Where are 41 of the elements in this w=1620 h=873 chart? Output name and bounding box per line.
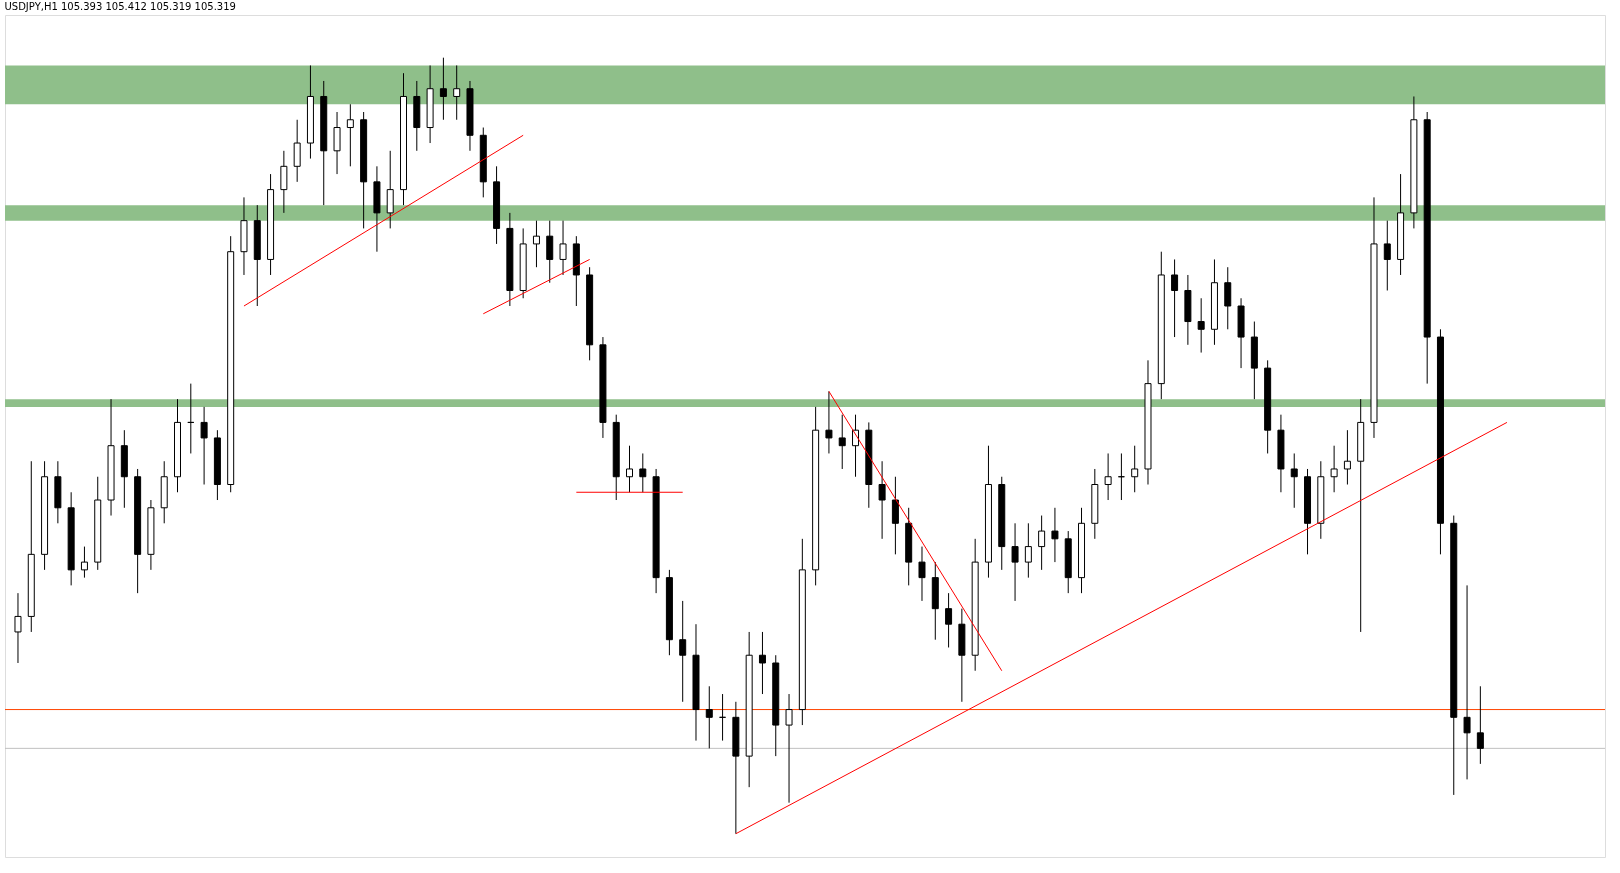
candlestick	[838, 414, 846, 470]
candlestick	[559, 220, 567, 276]
candlestick	[14, 592, 22, 664]
candlestick	[293, 119, 301, 183]
candlestick	[1011, 522, 1019, 602]
candlestick	[878, 460, 886, 540]
candlestick	[80, 546, 88, 579]
candlestick	[1383, 220, 1391, 291]
candlestick	[1224, 266, 1232, 330]
candlestick	[825, 390, 833, 454]
candlestick	[1463, 584, 1471, 780]
candlestick	[626, 445, 634, 493]
candlestick	[945, 592, 953, 648]
candlestick	[386, 150, 394, 229]
candlestick	[1024, 522, 1032, 579]
candlestick	[439, 57, 447, 121]
candlestick	[1038, 515, 1046, 571]
candlestick	[1197, 297, 1205, 354]
candlestick	[639, 452, 647, 493]
candlestick	[1343, 429, 1351, 485]
candlestick	[453, 64, 461, 121]
candlestick	[1330, 445, 1338, 493]
candlestick	[1104, 452, 1112, 501]
candlestick	[1131, 445, 1139, 493]
candlestick	[1476, 685, 1484, 765]
candlestick	[705, 685, 713, 749]
candlestick	[532, 220, 540, 268]
candlestick	[918, 546, 926, 602]
candlestick	[280, 150, 288, 214]
candlestick	[679, 600, 687, 703]
candlestick	[785, 693, 793, 804]
candlestick	[333, 111, 341, 175]
candlestick	[546, 220, 554, 284]
candlestick	[1290, 452, 1298, 509]
candlestick	[346, 103, 354, 167]
candlestick	[200, 406, 208, 485]
candlestick	[1171, 258, 1179, 338]
candlestick	[891, 476, 899, 555]
chart-title: USDJPY,H1 105.393 105.412 105.319 105.319	[4, 1, 236, 12]
candlestick	[1051, 507, 1059, 563]
candlestick	[758, 631, 766, 695]
